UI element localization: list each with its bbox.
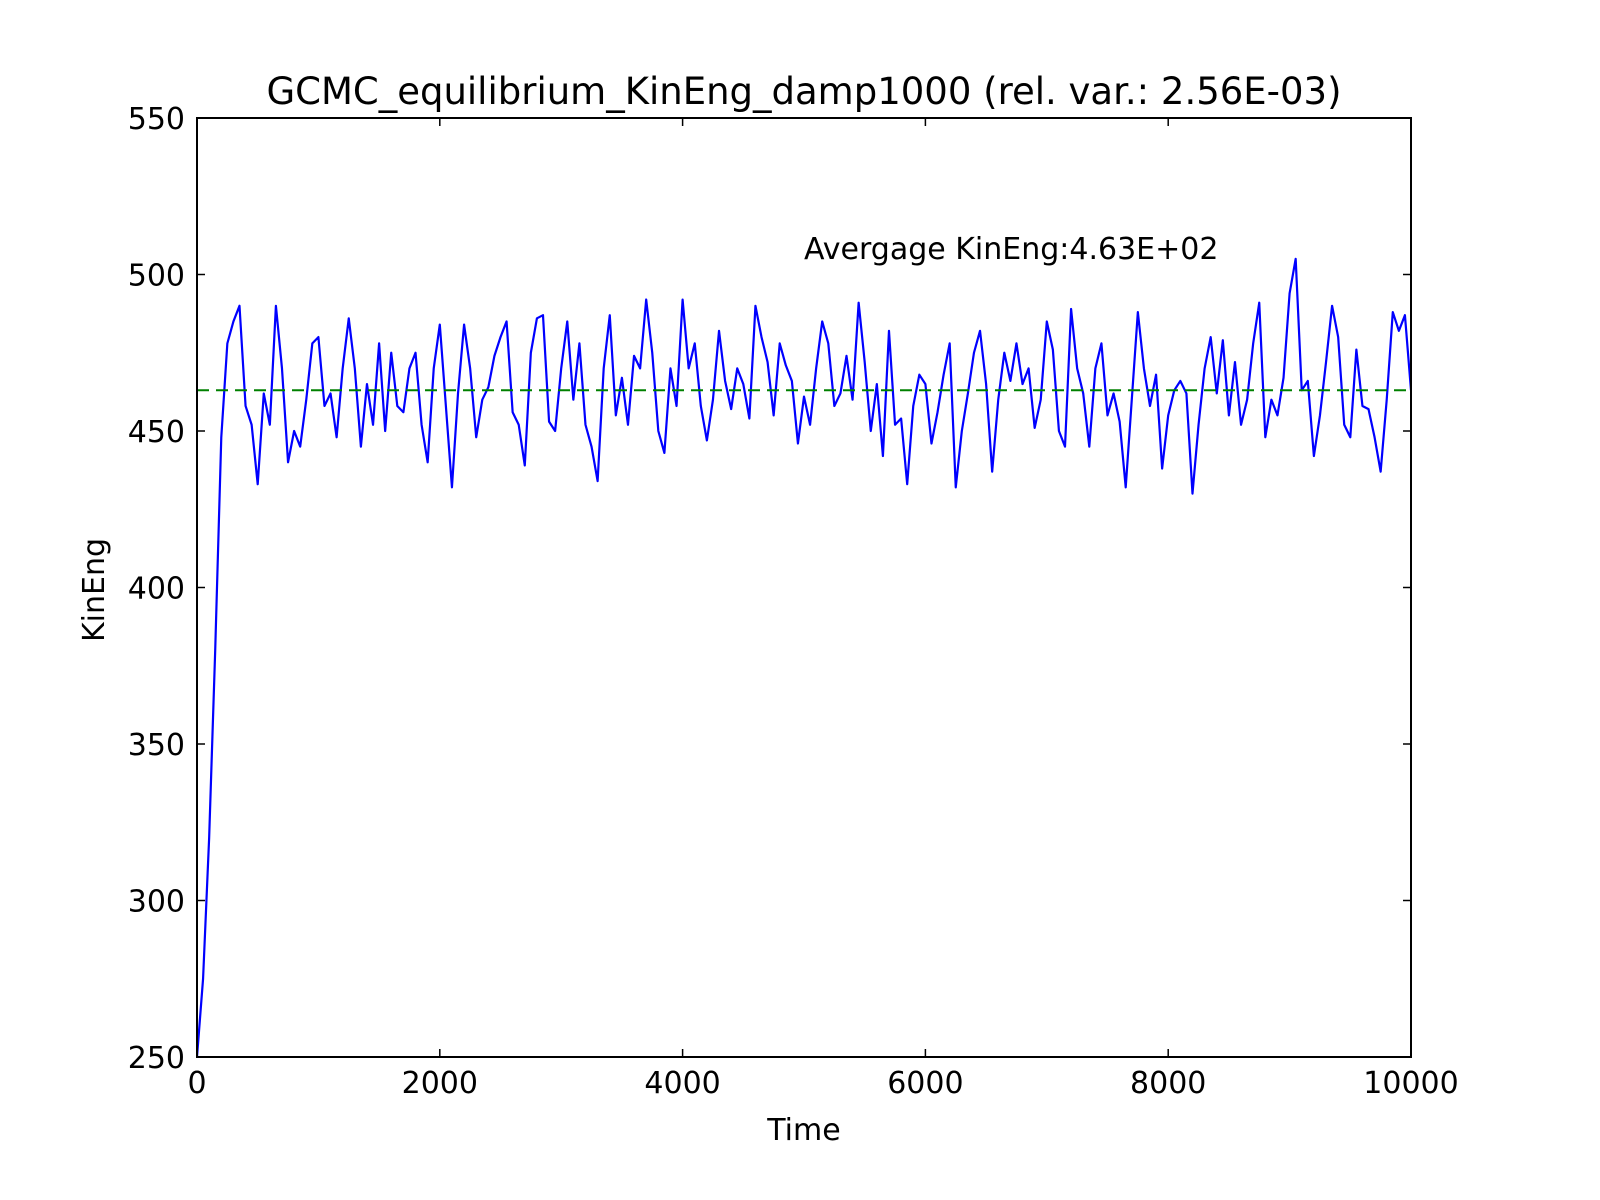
y-tick-label: 350 bbox=[128, 728, 185, 763]
y-axis-label: KinEng bbox=[77, 538, 112, 642]
annotation: Avergage KinEng:4.63E+02 bbox=[804, 232, 1218, 267]
y-tick-label: 550 bbox=[128, 102, 185, 137]
y-tick-label: 450 bbox=[128, 415, 185, 450]
y-tick-label: 400 bbox=[128, 572, 185, 607]
x-axis-label: Time bbox=[766, 1113, 840, 1148]
x-tick-label: 6000 bbox=[887, 1066, 963, 1101]
x-tick-label: 4000 bbox=[644, 1066, 720, 1101]
data-line bbox=[197, 257, 1411, 1057]
x-tick-label: 8000 bbox=[1130, 1066, 1206, 1101]
y-tick-label: 300 bbox=[128, 885, 185, 920]
y-tick-label: 500 bbox=[128, 259, 185, 294]
chart-title: GCMC_equilibrium_KinEng_damp1000 (rel. v… bbox=[266, 70, 1341, 113]
x-tick-label: 0 bbox=[187, 1066, 206, 1101]
x-tick-label: 2000 bbox=[402, 1066, 478, 1101]
y-tick-label: 250 bbox=[128, 1041, 185, 1076]
x-tick-label: 10000 bbox=[1363, 1066, 1458, 1101]
